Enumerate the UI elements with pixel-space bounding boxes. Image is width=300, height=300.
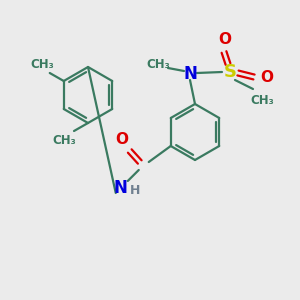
Text: O: O [115,133,128,148]
Text: CH₃: CH₃ [146,58,170,70]
Text: O: O [218,32,232,47]
Text: S: S [224,63,236,81]
Text: H: H [130,184,140,197]
Text: N: N [114,179,128,197]
Text: CH₃: CH₃ [30,58,54,70]
Text: CH₃: CH₃ [52,134,76,146]
Text: O: O [260,70,274,85]
Text: N: N [183,65,197,83]
Text: CH₃: CH₃ [250,94,274,106]
